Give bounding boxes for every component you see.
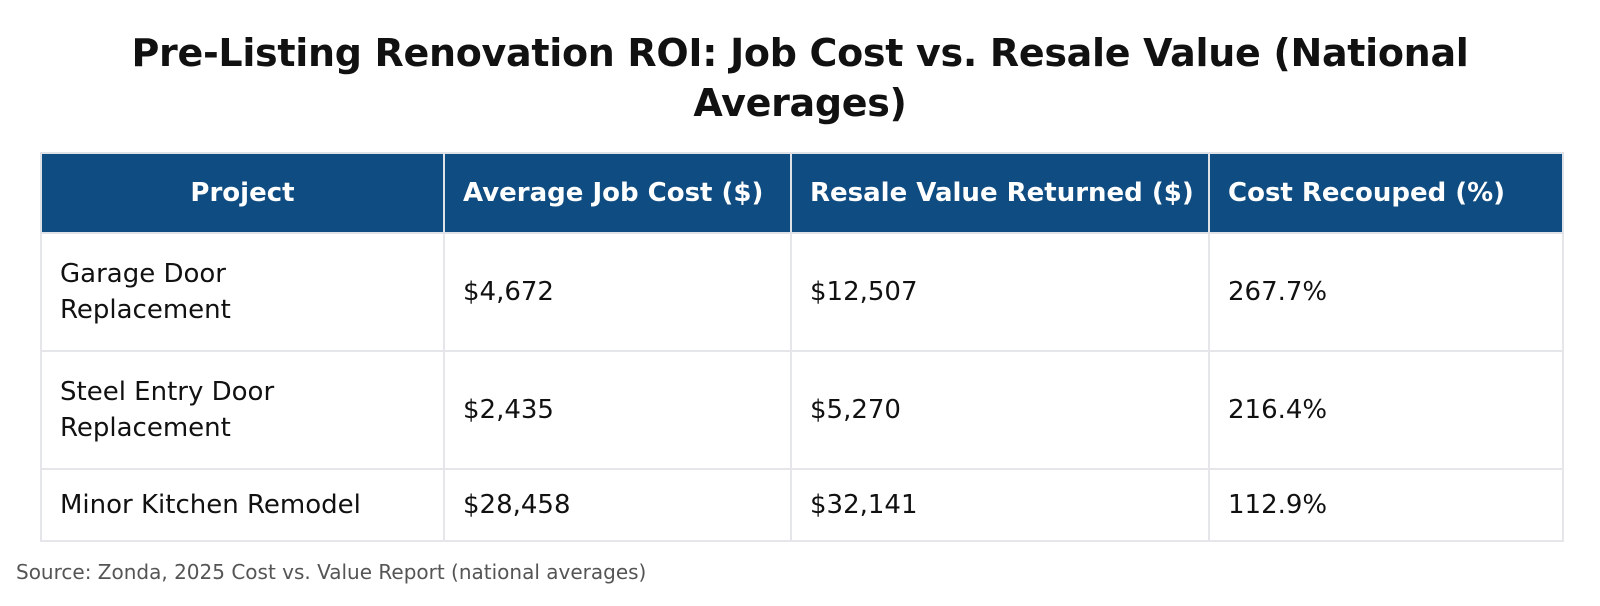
- cell-job-cost: $2,435: [443, 350, 792, 470]
- cell-job-cost: $4,672: [443, 232, 792, 352]
- cell-project: Garage Door Replacement: [40, 232, 445, 352]
- cell-cost-recouped: 112.9%: [1208, 468, 1564, 542]
- data-table: Project Average Job Cost ($) Resale Valu…: [40, 152, 1564, 542]
- cell-project-text: Minor Kitchen Remodel: [60, 490, 361, 520]
- cell-resale-value: $5,270: [790, 350, 1210, 470]
- column-header-project: Project: [40, 152, 445, 234]
- table-header-row: Project Average Job Cost ($) Resale Valu…: [40, 152, 1564, 234]
- cell-job-cost: $28,458: [443, 468, 792, 542]
- chart-title: Pre-Listing Renovation ROI: Job Cost vs.…: [131, 31, 1469, 125]
- table-row: Minor Kitchen Remodel $28,458 $32,141 11…: [40, 468, 1564, 542]
- column-header-resale-value: Resale Value Returned ($): [790, 152, 1210, 234]
- cell-project-text: Garage Door Replacement: [60, 259, 231, 325]
- cell-resale-value: $12,507: [790, 232, 1210, 352]
- column-header-job-cost: Average Job Cost ($): [443, 152, 792, 234]
- cell-cost-recouped: 216.4%: [1208, 350, 1564, 470]
- cell-project: Steel Entry Door Replacement: [40, 350, 445, 470]
- cell-resale-value: $32,141: [790, 468, 1210, 542]
- cell-cost-recouped: 267.7%: [1208, 232, 1564, 352]
- table-row: Garage Door Replacement $4,672 $12,507 2…: [40, 232, 1564, 352]
- source-note: Source: Zonda, 2025 Cost vs. Value Repor…: [16, 560, 647, 584]
- column-header-cost-recouped: Cost Recouped (%): [1208, 152, 1564, 234]
- cell-project-text: Steel Entry Door Replacement: [60, 377, 275, 443]
- cell-project: Minor Kitchen Remodel: [40, 468, 445, 542]
- table-row: Steel Entry Door Replacement $2,435 $5,2…: [40, 350, 1564, 470]
- data-table-container: Project Average Job Cost ($) Resale Valu…: [40, 152, 1564, 542]
